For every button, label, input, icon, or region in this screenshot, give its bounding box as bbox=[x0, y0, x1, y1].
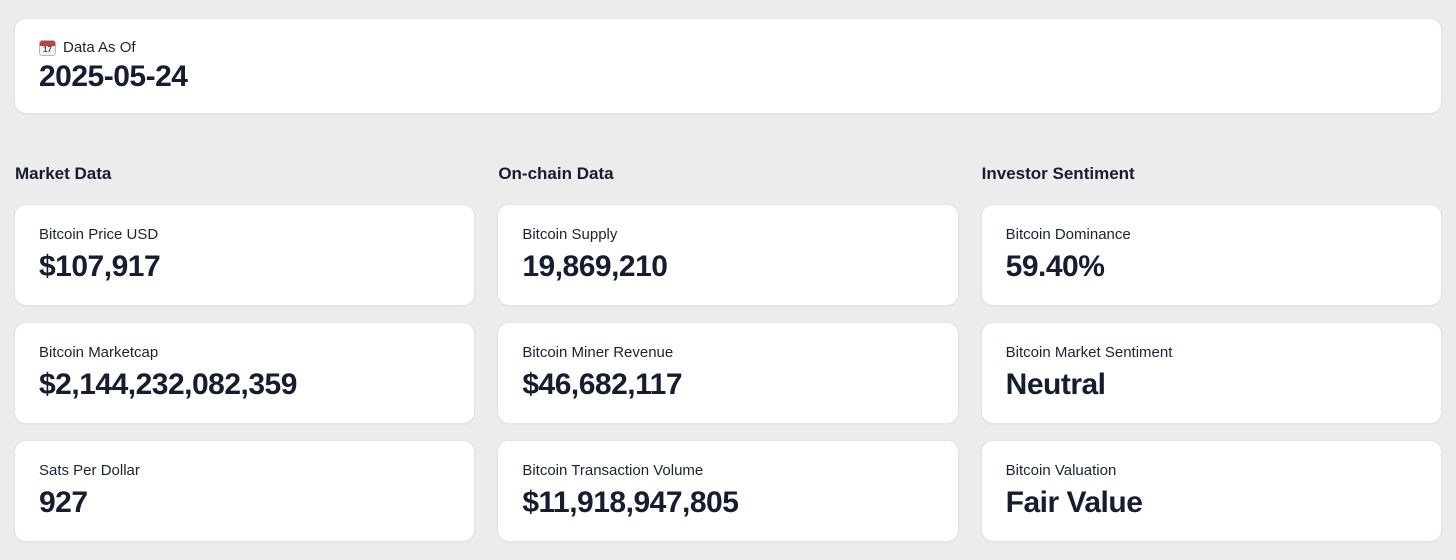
stat-value: $46,682,117 bbox=[522, 368, 683, 402]
stat-label: Bitcoin Price USD bbox=[39, 226, 159, 244]
column-market-data: Market Data Bitcoin Price USD $107,917 B… bbox=[14, 164, 476, 543]
column-cards-market-data: Bitcoin Price USD $107,917 Bitcoin Marke… bbox=[14, 204, 476, 543]
stat-label: Bitcoin Market Sentiment bbox=[1005, 344, 1173, 362]
stat-value: $107,917 bbox=[39, 250, 161, 284]
stat-label: Bitcoin Dominance bbox=[1005, 226, 1131, 244]
column-cards-on-chain-data: Bitcoin Supply 19,869,210 Bitcoin Miner … bbox=[497, 204, 959, 543]
column-title-investor-sentiment: Investor Sentiment bbox=[981, 164, 1135, 183]
column-title-market-data: Market Data bbox=[15, 164, 112, 183]
data-as-of-label: Data As Of bbox=[63, 38, 136, 56]
stat-card-bitcoin-market-sentiment: Bitcoin Market Sentiment Neutral bbox=[980, 322, 1442, 425]
stat-label: Bitcoin Valuation bbox=[1005, 462, 1117, 480]
stat-label: Bitcoin Marketcap bbox=[39, 344, 159, 362]
stat-value: Fair Value bbox=[1005, 486, 1143, 520]
column-investor-sentiment: Investor Sentiment Bitcoin Dominance 59.… bbox=[980, 164, 1442, 543]
stat-card-bitcoin-valuation: Bitcoin Valuation Fair Value bbox=[980, 440, 1442, 543]
stat-value: 927 bbox=[39, 486, 88, 520]
column-cards-investor-sentiment: Bitcoin Dominance 59.40% Bitcoin Market … bbox=[980, 204, 1442, 543]
stat-card-bitcoin-marketcap: Bitcoin Marketcap $2,144,232,082,359 bbox=[14, 322, 476, 425]
calendar-icon-top bbox=[40, 40, 55, 46]
data-as-of-card: 17 Data As Of 2025-05-24 bbox=[14, 18, 1442, 114]
stat-label: Bitcoin Miner Revenue bbox=[522, 344, 674, 362]
stat-card-bitcoin-miner-revenue: Bitcoin Miner Revenue $46,682,117 bbox=[497, 322, 959, 425]
stat-card-bitcoin-dominance: Bitcoin Dominance 59.40% bbox=[980, 204, 1442, 307]
stat-label: Sats Per Dollar bbox=[39, 462, 140, 480]
stat-card-bitcoin-supply: Bitcoin Supply 19,869,210 bbox=[497, 204, 959, 307]
metrics-grid: Market Data Bitcoin Price USD $107,917 B… bbox=[14, 164, 1442, 543]
data-as-of-value: 2025-05-24 bbox=[39, 59, 188, 93]
stat-value: 19,869,210 bbox=[522, 250, 668, 284]
data-as-of-label-row: 17 Data As Of bbox=[39, 39, 1417, 57]
stat-label: Bitcoin Transaction Volume bbox=[522, 462, 704, 480]
stat-value: $11,918,947,805 bbox=[522, 486, 739, 520]
stat-card-bitcoin-price-usd: Bitcoin Price USD $107,917 bbox=[14, 204, 476, 307]
column-on-chain-data: On-chain Data Bitcoin Supply 19,869,210 … bbox=[497, 164, 959, 543]
stat-card-bitcoin-transaction-volume: Bitcoin Transaction Volume $11,918,947,8… bbox=[497, 440, 959, 543]
stat-card-sats-per-dollar: Sats Per Dollar 927 bbox=[14, 440, 476, 543]
calendar-icon-day: 17 bbox=[40, 45, 55, 55]
stat-value: 59.40% bbox=[1005, 250, 1105, 284]
stat-label: Bitcoin Supply bbox=[522, 226, 618, 244]
stat-value: Neutral bbox=[1005, 368, 1106, 402]
calendar-icon: 17 bbox=[39, 39, 56, 56]
column-title-on-chain-data: On-chain Data bbox=[498, 164, 614, 183]
stat-value: $2,144,232,082,359 bbox=[39, 368, 297, 402]
